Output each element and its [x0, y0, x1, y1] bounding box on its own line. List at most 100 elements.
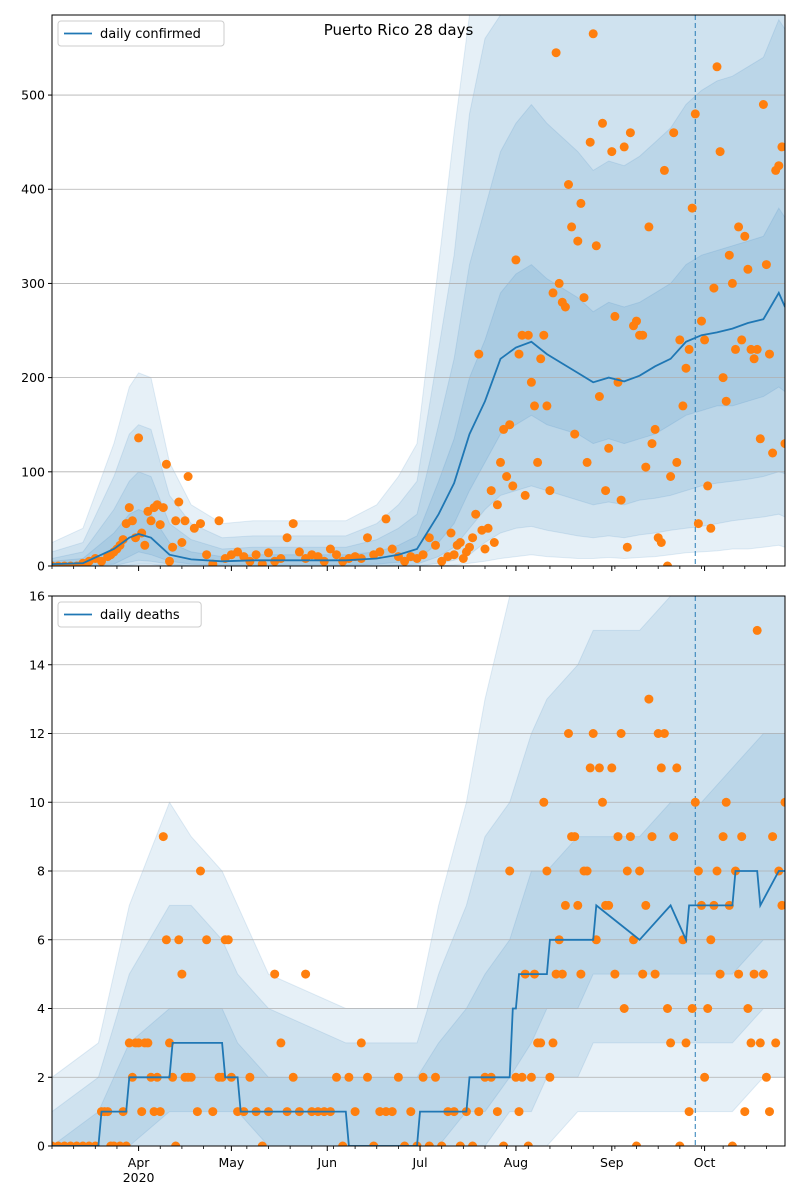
data-point: [400, 1141, 410, 1146]
data-point: [192, 1107, 202, 1117]
data-point: [560, 302, 570, 312]
data-point: [288, 519, 298, 529]
data-point: [743, 264, 753, 274]
data-point: [774, 161, 784, 171]
data-point: [542, 401, 552, 411]
data-point: [576, 198, 586, 208]
data-point: [755, 434, 765, 444]
data-point: [659, 729, 669, 738]
data-point: [752, 625, 762, 635]
data-point: [684, 344, 694, 354]
data-point: [505, 420, 515, 430]
data-point: [363, 533, 372, 543]
data-point: [319, 556, 329, 566]
data-point: [709, 283, 719, 293]
data-point: [350, 1107, 360, 1117]
data-point: [332, 1072, 341, 1082]
series-line: [52, 290, 785, 565]
data-point: [564, 729, 573, 738]
data-point: [619, 1004, 629, 1013]
series-line: [52, 870, 785, 1146]
data-point: [526, 377, 536, 387]
data-point: [712, 62, 722, 72]
data-point: [202, 550, 212, 560]
data-point: [455, 1141, 465, 1146]
data-point: [607, 147, 617, 157]
data-point: [177, 538, 187, 547]
data-point: [502, 472, 512, 481]
data-point: [233, 547, 243, 557]
data-point: [607, 763, 617, 773]
data-point: [474, 1107, 484, 1117]
data-point: [134, 433, 144, 443]
data-point: [313, 552, 323, 562]
data-point: [755, 1038, 765, 1048]
data-point: [715, 969, 725, 979]
data-point: [746, 1038, 756, 1048]
data-point: [727, 1141, 737, 1146]
data-point: [672, 457, 682, 467]
data-point: [523, 1141, 533, 1146]
data-point: [734, 222, 744, 232]
data-point: [542, 866, 552, 876]
data-point: [690, 109, 700, 119]
data-point: [768, 448, 778, 458]
data-point: [653, 729, 663, 738]
confirmed-panel: 0 100 200 300 400 500 Puerto Rico 28 days daily…: [21, 14, 786, 574]
data-point: [526, 1072, 536, 1082]
data-point: [245, 1072, 255, 1082]
data-point: [780, 439, 785, 449]
legend-box: [57, 601, 202, 628]
y-tick-label: 10: [29, 795, 45, 810]
data-point: [752, 344, 762, 354]
data-point: [622, 542, 632, 552]
data-point: [582, 457, 592, 467]
x-tick-label: Jul: [411, 1155, 427, 1170]
data-point: [604, 443, 614, 453]
data-point: [363, 1072, 372, 1082]
data-point: [768, 832, 778, 842]
data-point: [146, 516, 156, 526]
data-point: [489, 538, 499, 547]
data-point: [257, 1141, 267, 1146]
y-tick-label: 16: [29, 589, 45, 604]
data-point: [669, 128, 679, 138]
data-point: [449, 550, 459, 560]
data-point: [560, 900, 570, 910]
data-point: [632, 316, 641, 326]
data-point: [758, 969, 768, 979]
data-point: [539, 797, 549, 807]
data-point: [721, 396, 731, 406]
data-point: [576, 969, 586, 979]
data-point: [706, 935, 716, 945]
data-point: [375, 1107, 385, 1117]
data-point: [137, 1107, 147, 1117]
data-point: [632, 1141, 641, 1146]
axes-frame: [51, 14, 786, 567]
data-point: [765, 1107, 774, 1117]
data-point: [610, 969, 620, 979]
data-point: [301, 969, 311, 979]
data-point: [737, 335, 747, 345]
data-point: [697, 316, 706, 326]
data-point: [582, 866, 592, 876]
data-point: [183, 472, 193, 481]
data-point: [598, 797, 607, 807]
data-point: [505, 866, 515, 876]
data-point: [480, 544, 490, 554]
data-point: [508, 481, 518, 491]
data-point: [687, 1004, 697, 1013]
data-point: [530, 401, 539, 411]
y-tick-label: 8: [37, 864, 45, 879]
data-point: [678, 401, 688, 411]
data-point: [514, 349, 524, 359]
data-point: [134, 1038, 144, 1048]
data-point: [693, 866, 703, 876]
data-point: [780, 797, 785, 807]
x-tick-label: Sep: [600, 1155, 624, 1170]
data-point: [610, 311, 620, 321]
data-point: [635, 866, 645, 876]
